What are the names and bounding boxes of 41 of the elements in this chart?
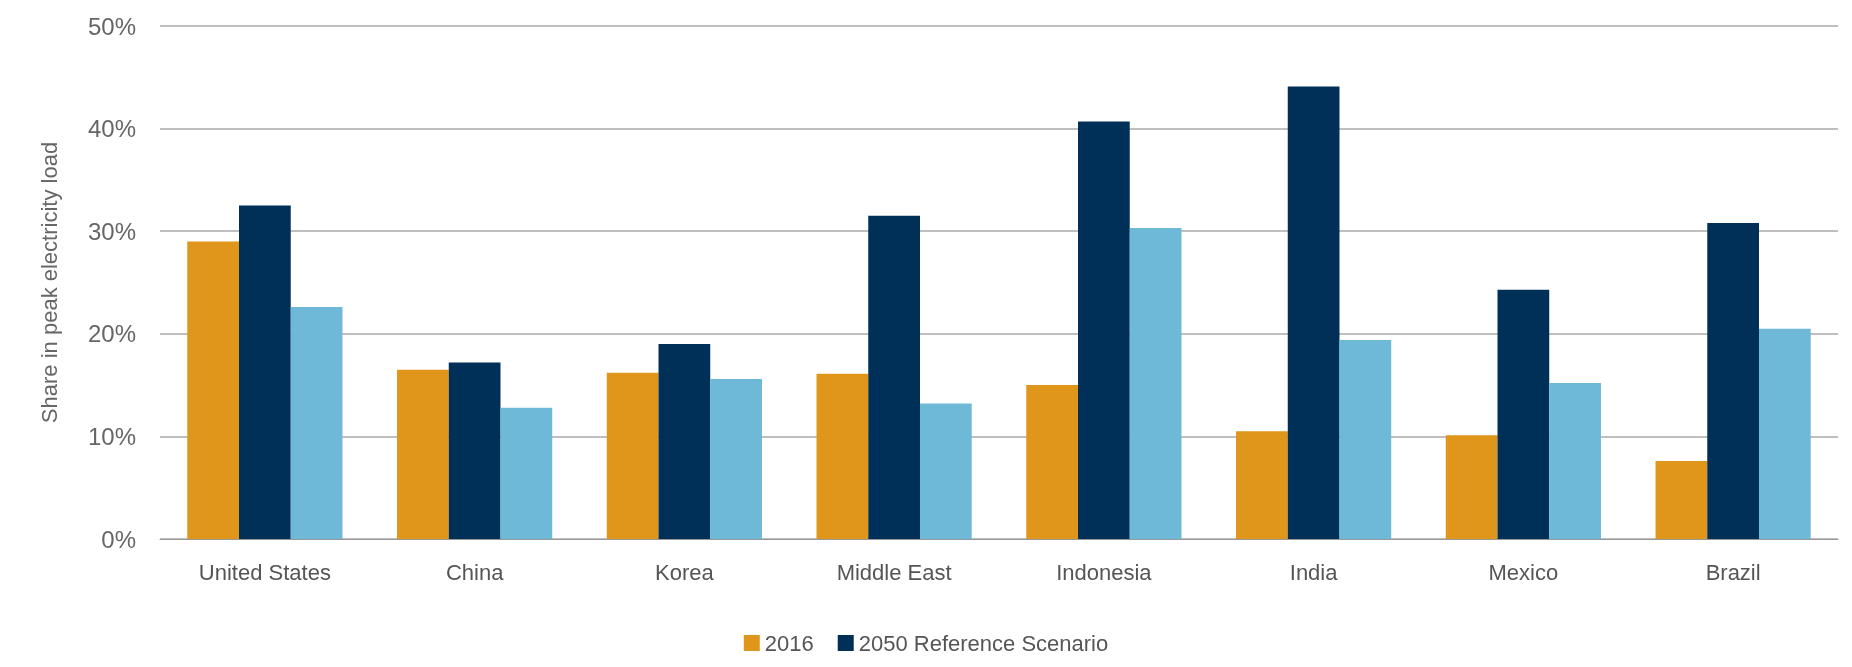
bar <box>1549 383 1601 539</box>
x-tick-label: Korea <box>655 559 715 585</box>
bar <box>1129 228 1182 539</box>
y-tick-label: 0% <box>101 525 136 553</box>
bar <box>448 362 501 539</box>
y-tick-label: 20% <box>87 320 136 348</box>
bar <box>816 373 869 539</box>
bar <box>1078 121 1130 539</box>
bar <box>868 215 920 539</box>
bar <box>606 372 659 539</box>
bar <box>187 241 240 539</box>
bar <box>1026 385 1079 539</box>
bar <box>1445 435 1498 539</box>
bar <box>1287 86 1340 539</box>
y-tick-label: 50% <box>87 12 136 40</box>
bar <box>1339 339 1392 539</box>
bar <box>239 205 291 539</box>
x-tick-label: United States <box>198 559 331 585</box>
bar <box>1655 461 1708 539</box>
y-tick-label: 30% <box>87 217 136 245</box>
x-tick-label: Brazil <box>1705 559 1761 585</box>
legend-label: 2016 <box>764 630 814 656</box>
x-tick-label: Mexico <box>1488 559 1559 585</box>
legend-label: 2050 Reference Scenario <box>858 630 1109 656</box>
y-tick-label: 40% <box>87 115 136 143</box>
x-tick-label: Indonesia <box>1056 559 1153 585</box>
bar <box>710 378 762 539</box>
y-tick-label: 10% <box>87 422 136 450</box>
bar <box>397 369 449 539</box>
y-axis-title: Share in peak electricity load <box>36 141 62 424</box>
bar <box>658 344 711 539</box>
bar <box>290 307 343 539</box>
bar <box>1497 289 1550 539</box>
bar <box>919 403 972 539</box>
bar <box>500 407 553 539</box>
bar <box>1707 222 1759 539</box>
x-tick-label: India <box>1289 559 1339 585</box>
bar <box>1236 431 1288 539</box>
x-tick-label: China <box>445 559 505 585</box>
bar <box>1758 328 1811 539</box>
x-tick-label: Middle East <box>836 559 952 585</box>
